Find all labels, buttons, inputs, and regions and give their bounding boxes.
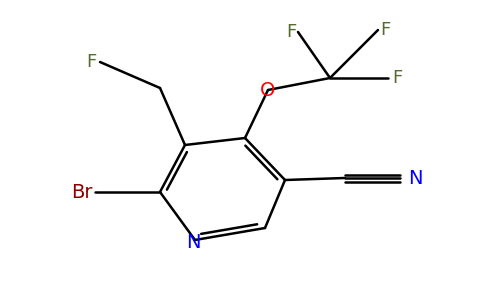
Text: F: F bbox=[286, 23, 296, 41]
Text: F: F bbox=[380, 21, 390, 39]
Text: Br: Br bbox=[72, 182, 93, 202]
Text: O: O bbox=[260, 80, 276, 100]
Text: F: F bbox=[392, 69, 402, 87]
Text: F: F bbox=[86, 53, 96, 71]
Text: N: N bbox=[186, 232, 200, 251]
Text: N: N bbox=[408, 169, 423, 188]
